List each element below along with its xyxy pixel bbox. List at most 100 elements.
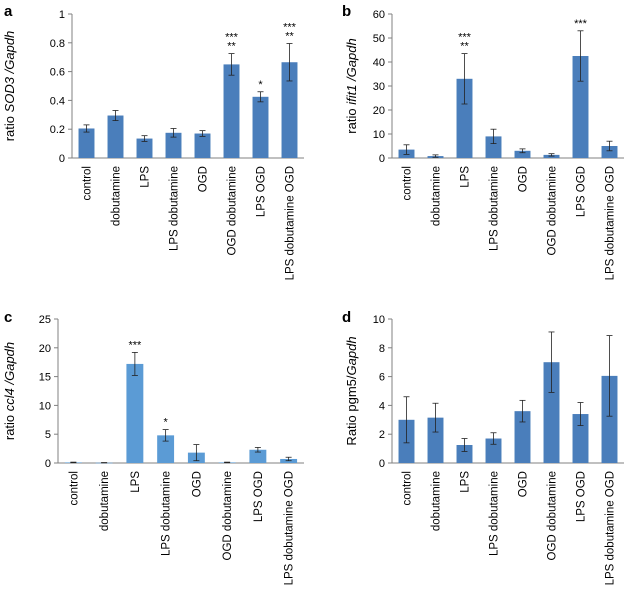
category-label: LPS dobutamine OGD — [605, 166, 617, 280]
category-label: OGD dobutamine — [547, 471, 559, 561]
bar — [78, 128, 95, 158]
category-label: dobutamine — [431, 471, 443, 531]
category-label: dobutamine — [99, 471, 111, 531]
bar — [514, 411, 531, 463]
significance-label: *** — [225, 32, 239, 44]
y-axis-label-part: Gapdh — [344, 336, 359, 375]
category-label: control — [82, 166, 94, 201]
bar — [165, 132, 182, 158]
bar — [601, 146, 618, 158]
category-label: LPS dobutamine OGD — [605, 471, 617, 585]
significance-label: ** — [285, 31, 294, 43]
y-axis-label: ratio ifit1 /Gapdh — [344, 38, 359, 133]
y-tick-label: 0.4 — [50, 95, 65, 107]
category-label: LPS OGD — [576, 471, 588, 522]
y-tick-label: 0 — [59, 153, 65, 165]
bar — [514, 150, 531, 158]
bar — [485, 438, 502, 463]
y-axis-label-part: ratio — [344, 105, 359, 134]
category-label: OGD dobutamine — [227, 166, 239, 256]
bar — [543, 362, 560, 463]
y-tick-label: 10 — [373, 129, 385, 141]
bar — [572, 414, 589, 463]
y-tick-label: 0.2 — [50, 124, 65, 136]
significance-label: *** — [128, 339, 142, 351]
y-tick-label: 15 — [39, 372, 51, 384]
y-axis-label: ratio ccl4 /Gapdh — [2, 342, 17, 440]
y-tick-label: 10 — [39, 400, 51, 412]
y-tick-label: 8 — [379, 343, 385, 355]
y-tick-label: 4 — [379, 400, 385, 412]
panel-b-chart: b 0 10 20 30 40 50 60 ratio ifit1 /Gapdh control d… — [342, 3, 624, 280]
y-tick-label: 50 — [373, 33, 385, 45]
y-tick-label: 30 — [373, 81, 385, 93]
bar — [456, 78, 473, 158]
category-label: LPS OGD — [576, 166, 588, 217]
category-label: LPS — [460, 166, 472, 188]
bar — [252, 96, 269, 158]
category-label: OGD — [191, 471, 203, 497]
category-label: OGD dobutamine — [547, 166, 559, 256]
category-label: LPS — [460, 471, 472, 493]
y-tick-label: 0 — [379, 458, 385, 470]
category-label: control — [68, 471, 80, 506]
significance-label: *** — [574, 18, 588, 30]
y-tick-label: 40 — [373, 57, 385, 69]
bar — [194, 133, 211, 158]
bar — [223, 64, 240, 158]
bar — [249, 449, 267, 463]
panel-a-chart: a 0 0.2 0.4 0.6 0.8 1 ratio SOD3 /Gapdh control d… — [2, 3, 304, 280]
y-tick-label: 0 — [379, 153, 385, 165]
category-label: LPS OGD — [253, 471, 265, 522]
bar — [107, 115, 124, 158]
category-label: dobutamine — [431, 166, 443, 226]
y-axis-label: Ratio pgm5/Gapdh — [344, 336, 359, 445]
y-axis-label-part: ratio — [2, 112, 17, 141]
category-label: LPS dobutamine OGD — [284, 471, 296, 585]
y-tick-label: 20 — [39, 343, 51, 355]
y-tick-label: 6 — [379, 372, 385, 384]
category-label: OGD — [198, 166, 210, 192]
y-tick-label: 5 — [45, 429, 51, 441]
y-tick-label: 0.6 — [50, 67, 65, 79]
panel-letter: d — [342, 309, 351, 326]
bar — [572, 56, 589, 158]
panel-letter: a — [4, 3, 13, 20]
significance-label: *** — [283, 22, 297, 34]
y-tick-label: 10 — [373, 314, 385, 326]
y-axis-label-part: ifit1 /Gapdh — [344, 38, 359, 105]
y-axis-label-part: SOD3 /Gapdh — [2, 31, 17, 113]
bar — [136, 138, 153, 158]
y-tick-label: 0 — [45, 458, 51, 470]
y-axis-label-part: Ratio pgm5/ — [344, 375, 359, 445]
category-label: LPS dobutamine OGD — [285, 166, 297, 280]
y-tick-label: 25 — [39, 314, 51, 326]
bar — [126, 363, 144, 463]
category-label: OGD — [518, 166, 530, 192]
category-label: OGD dobutamine — [222, 471, 234, 561]
significance-label: * — [258, 79, 263, 91]
y-tick-label: 1 — [59, 9, 65, 21]
category-label: LPS — [140, 166, 152, 188]
category-label: control — [402, 166, 414, 201]
bar — [456, 445, 473, 463]
category-label: LPS dobutamine — [489, 166, 501, 251]
y-axis-label-part: ccl4 /Gapdh — [2, 342, 17, 411]
bar — [427, 417, 444, 463]
category-label: LPS OGD — [256, 166, 268, 217]
significance-label: ** — [227, 41, 236, 53]
y-axis-label-part: ratio — [2, 411, 17, 440]
y-tick-label: 0.8 — [50, 38, 65, 50]
y-tick-label: 20 — [373, 105, 385, 117]
bar — [485, 136, 502, 158]
significance-label: ** — [460, 41, 469, 53]
category-label: dobutamine — [111, 166, 123, 226]
panel-letter: c — [4, 309, 12, 326]
panel-letter: b — [342, 3, 351, 20]
bar — [157, 435, 175, 463]
panel-d-chart: d 0 2 4 6 8 10 Ratio pgm5/Gapdh control dobutamin… — [342, 309, 624, 585]
category-label: OGD — [518, 471, 530, 497]
category-label: LPS dobutamine — [169, 166, 181, 251]
category-label: control — [402, 471, 414, 506]
